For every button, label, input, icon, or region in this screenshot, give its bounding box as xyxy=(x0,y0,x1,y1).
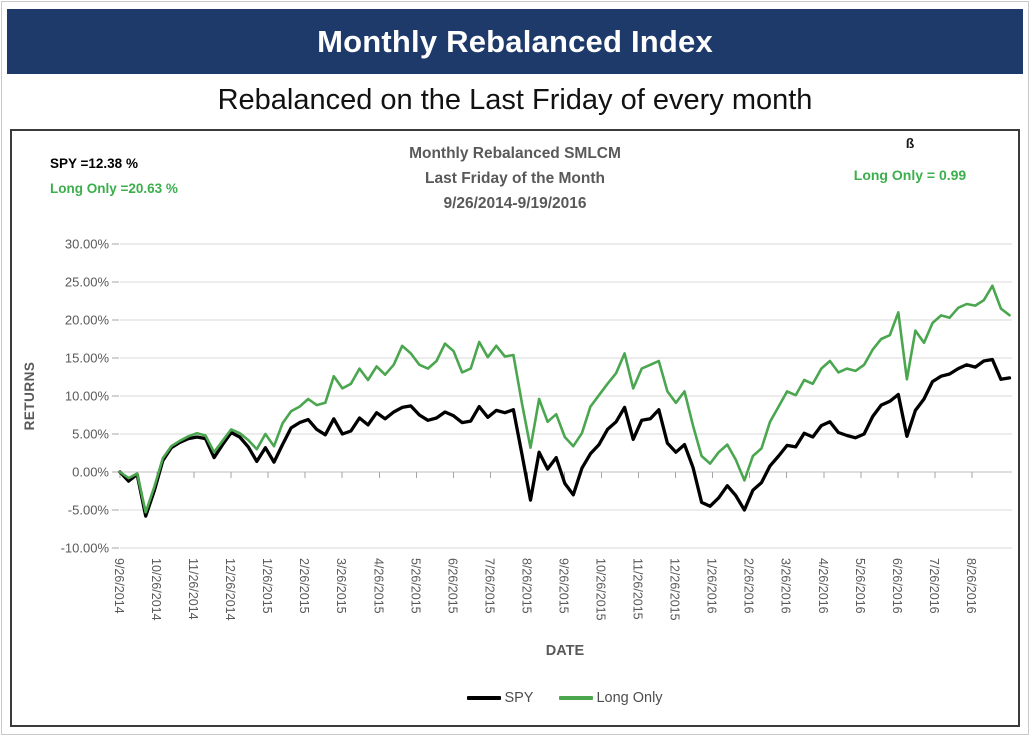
x-tick-label: 8/26/2016 xyxy=(964,558,978,614)
x-tick-label: 5/26/2015 xyxy=(408,558,422,614)
x-tick-label: 12/26/2014 xyxy=(223,558,237,621)
x-tick-label: 11/26/2015 xyxy=(631,558,645,620)
x-tick-label: 1/26/2016 xyxy=(705,558,719,614)
x-tick-label: 6/26/2016 xyxy=(890,558,904,614)
banner-title: Monthly Rebalanced Index xyxy=(317,23,713,59)
chart-title-line-2: Last Friday of the Month xyxy=(425,170,605,187)
beta-symbol: ß xyxy=(905,135,915,151)
chart-title: Monthly Rebalanced SMLCM Last Friday of … xyxy=(12,141,1018,216)
x-tick-label: 3/26/2015 xyxy=(334,558,348,614)
x-tick-label: 2/26/2016 xyxy=(742,558,756,614)
x-tick-label: 7/26/2016 xyxy=(927,558,941,614)
y-tick-label: 0.00% xyxy=(72,465,109,480)
x-tick-label: 8/26/2015 xyxy=(519,558,533,614)
x-tick-label: 5/26/2016 xyxy=(853,558,867,614)
y-tick-label: -5.00% xyxy=(68,503,110,518)
x-tick-label: 9/26/2015 xyxy=(556,558,570,614)
x-tick-label: 4/26/2015 xyxy=(371,558,385,614)
y-tick-label: 30.00% xyxy=(65,237,110,252)
x-tick-label: 10/26/2015 xyxy=(594,558,608,621)
x-tick-label: 11/26/2014 xyxy=(186,558,200,620)
x-tick-label: 2/26/2015 xyxy=(297,558,311,614)
long-only-return-annotation: Long Only =20.63 % xyxy=(50,181,178,196)
legend-item-spy: SPY xyxy=(467,690,533,706)
spy-return-annotation: SPY =12.38 % xyxy=(50,156,138,171)
title-banner: Monthly Rebalanced Index xyxy=(7,9,1023,74)
y-tick-label: 15.00% xyxy=(65,351,110,366)
y-tick-label: -10.00% xyxy=(61,541,110,556)
spy-line-swatch xyxy=(467,696,502,700)
x-tick-label: 7/26/2015 xyxy=(482,558,496,614)
beta-annotation: ß Long Only = 0.99 xyxy=(820,135,1000,183)
y-tick-label: 10.00% xyxy=(65,389,110,404)
legend-label-spy: SPY xyxy=(504,690,534,706)
legend-item-long-only: Long Only xyxy=(559,690,663,706)
chart-container: SPY =12.38 % Long Only =20.63 % Monthly … xyxy=(10,129,1020,727)
x-tick-label: 3/26/2016 xyxy=(779,558,793,614)
legend-label-long-only: Long Only xyxy=(596,690,663,706)
legend: SPY Long Only xyxy=(120,686,1010,710)
long-only-line xyxy=(118,284,1011,514)
y-tick-label: 25.00% xyxy=(65,275,110,290)
x-tick-label: 9/26/2014 xyxy=(112,558,126,614)
x-tick-label: 1/26/2015 xyxy=(260,558,274,614)
y-tick-label: 20.00% xyxy=(65,313,110,328)
x-tick-label: 4/26/2016 xyxy=(816,558,830,614)
beta-value: Long Only = 0.99 xyxy=(853,167,967,183)
spy-line xyxy=(118,357,1012,518)
subtitle: Rebalanced on the Last Friday of every m… xyxy=(217,84,813,116)
x-axis-title: DATE xyxy=(546,643,585,659)
chart-title-line-1: Monthly Rebalanced SMLCM xyxy=(409,145,621,162)
x-tick-label: 12/26/2015 xyxy=(668,558,682,621)
long-only-line-swatch xyxy=(559,696,594,700)
chart-title-line-3: 9/26/2014-9/19/2016 xyxy=(443,195,587,212)
y-tick-label: 5.00% xyxy=(72,427,109,442)
returns-annotation: SPY =12.38 % Long Only =20.63 % xyxy=(50,151,178,201)
x-tick-label: 10/26/2014 xyxy=(149,558,163,621)
plot-area: 30.00% 25.00% 20.00% 15.00% 10.00% 5.00% 0.00%… xyxy=(61,237,1012,659)
x-tick-label: 6/26/2015 xyxy=(445,558,459,614)
